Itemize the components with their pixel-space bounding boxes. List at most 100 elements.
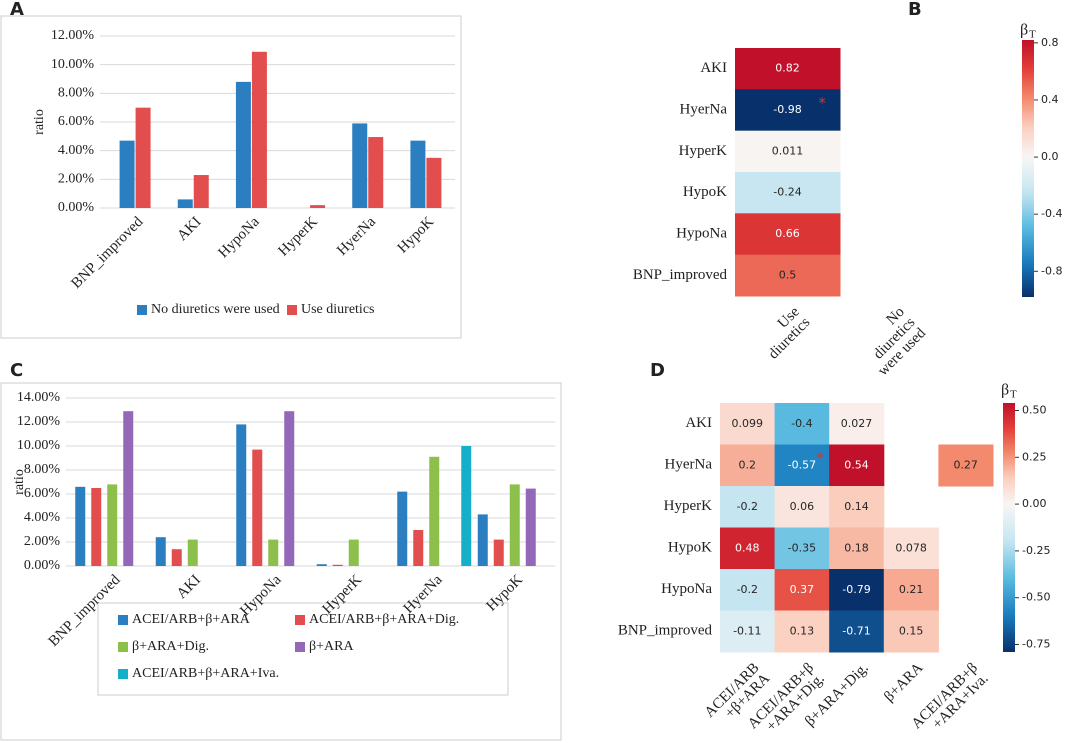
colorbar-tick-label: -0.50 — [1022, 591, 1050, 604]
x-tick-label: HyperK — [275, 214, 321, 260]
colorbar — [1022, 40, 1034, 297]
bar — [509, 484, 520, 566]
bar — [426, 157, 442, 208]
heat-cell — [735, 213, 841, 256]
colorbar-title-sub: T — [1029, 29, 1036, 41]
bar — [410, 140, 426, 208]
legend-label: β+ARA+Dig. — [132, 639, 209, 654]
bar — [119, 140, 135, 208]
cell-label: 0.27 — [953, 458, 978, 471]
colorbar-tick-label: -0.75 — [1022, 638, 1050, 651]
bar — [352, 123, 368, 208]
legend-label: ACEI/ARB+β+ARA+Iva. — [132, 666, 279, 681]
colorbar-tick-label: 0.50 — [1022, 403, 1047, 416]
legend-frame — [97, 602, 509, 696]
cell-label: 0.13 — [790, 624, 815, 637]
row-label: HyperK — [679, 143, 727, 159]
cell-label: 0.66 — [775, 227, 800, 240]
colorbar-tick-label: 0.4 — [1041, 93, 1059, 106]
x-tick-label: BNP_improved — [46, 572, 124, 650]
row-label: BNP_improved — [633, 267, 728, 283]
bar — [187, 539, 198, 566]
annotation: * — [818, 94, 826, 112]
x-tick-label: BNP_improved — [68, 214, 146, 292]
column-label-line: β+ARA — [881, 660, 926, 705]
cell-label: -0.98 — [773, 103, 801, 116]
y-tick-label: 0.00% — [24, 558, 61, 573]
x-tick-label: HypoK — [395, 214, 438, 257]
cell-label: -0.35 — [788, 541, 816, 554]
bar — [123, 411, 134, 566]
y-tick-label: 14.00% — [17, 390, 61, 405]
cell-label: -0.2 — [737, 500, 758, 513]
bar — [525, 488, 536, 566]
y-tick-label: 4.00% — [58, 143, 95, 158]
heat-cell — [720, 403, 776, 445]
cell-label: 0.18 — [844, 541, 869, 554]
heat-cell — [829, 527, 885, 570]
row-label: HyperK — [664, 498, 712, 514]
heat-cell — [829, 486, 885, 528]
y-tick-label: 4.00% — [24, 510, 61, 525]
colorbar — [1003, 403, 1015, 652]
y-tick-label: 10.00% — [17, 438, 61, 453]
heat-cell — [829, 444, 885, 487]
bar — [397, 491, 408, 566]
x-tick-label: AKI — [174, 572, 204, 602]
y-axis-label: ratio — [32, 109, 47, 135]
bar — [251, 51, 267, 209]
y-tick-label: 12.00% — [17, 414, 61, 429]
annotation: * — [816, 449, 824, 467]
heat-cell — [720, 610, 776, 653]
y-axis-label: ratio — [12, 469, 27, 495]
y-tick-label: 6.00% — [24, 486, 61, 501]
bar — [236, 424, 247, 566]
bar — [348, 539, 359, 566]
cell-label: 0.37 — [790, 583, 815, 596]
legend-swatch — [295, 642, 305, 652]
x-tick-label: HyerNa — [401, 572, 446, 617]
panel-letter: C — [10, 360, 23, 381]
bar — [332, 564, 343, 566]
heat-cell — [829, 403, 885, 445]
heat-cell — [720, 444, 776, 487]
colorbar-title: β — [1001, 382, 1009, 399]
heat-cell — [829, 610, 885, 653]
x-tick-label: AKI — [174, 214, 204, 244]
bar — [461, 446, 472, 566]
cell-label: -0.79 — [842, 583, 870, 596]
cell-label: -0.57 — [788, 458, 816, 471]
legend-swatch — [118, 669, 128, 679]
heat-cell — [883, 610, 939, 653]
heat-cell — [774, 610, 830, 653]
cell-label: 0.14 — [844, 500, 869, 513]
heat-cell — [774, 403, 830, 445]
bar — [284, 411, 295, 566]
x-tick-label: HypoK — [483, 572, 526, 615]
column-label: β+ARA — [881, 660, 926, 705]
bar — [477, 514, 488, 566]
row-label: AKI — [700, 60, 727, 76]
heat-cell — [938, 444, 994, 487]
cell-label: 0.48 — [735, 541, 760, 554]
heat-cell — [774, 444, 830, 487]
y-tick-label: 10.00% — [51, 57, 95, 72]
heat-cell — [735, 254, 841, 297]
x-tick-label: HyerNa — [334, 214, 379, 259]
bar — [235, 81, 251, 208]
legend-label: Use diuretics — [301, 302, 374, 317]
bar — [177, 199, 193, 208]
bar — [413, 530, 424, 566]
cell-label: 0.5 — [779, 268, 797, 281]
colorbar-title: β — [1020, 22, 1028, 39]
legend-label: ACEI/ARB+β+ARA+Dig. — [309, 612, 459, 627]
colorbar-tick-label: -0.25 — [1022, 544, 1050, 557]
legend-swatch — [287, 305, 297, 315]
y-tick-label: 2.00% — [24, 534, 61, 549]
heat-cell — [774, 569, 830, 611]
heat-cell — [774, 486, 830, 528]
cell-label: -0.4 — [791, 417, 812, 430]
heat-cell — [720, 569, 776, 611]
